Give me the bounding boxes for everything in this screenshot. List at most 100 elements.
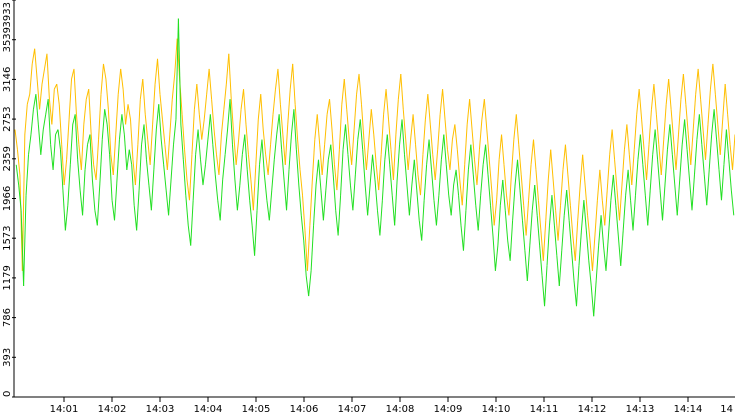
series-0-segment (346, 109, 350, 140)
series-1-segment (362, 149, 366, 186)
series-1-segment (303, 240, 307, 276)
series-0-segment (530, 139, 534, 165)
series-1-segment (293, 109, 297, 150)
series-0-segment (88, 89, 92, 135)
series-1-segment (630, 200, 634, 231)
series-1-segment (598, 215, 602, 246)
series-0-segment (702, 129, 707, 160)
series-0-segment (724, 84, 729, 115)
series-1-segment (568, 220, 573, 251)
series-0-segment (599, 169, 603, 201)
series-0-segment (439, 89, 444, 115)
series-1-segment (428, 139, 433, 170)
series-0-segment (621, 149, 625, 186)
series-1-segment (79, 190, 84, 216)
series-1-segment (298, 184, 302, 216)
series-1-segment (374, 179, 378, 211)
series-1-segment (165, 190, 170, 216)
series-0-segment (633, 114, 638, 150)
series-1-segment (504, 210, 509, 241)
series-1-segment (386, 134, 391, 165)
series-1-segment (96, 184, 101, 226)
series-layer (14, 18, 735, 317)
series-1-segment (52, 134, 57, 170)
series-0-segment (208, 68, 213, 100)
series-0-segment (375, 164, 380, 191)
series-1-segment (118, 114, 123, 140)
series-1-segment (406, 184, 410, 216)
series-1-segment (421, 200, 425, 241)
series-0-segment (673, 139, 677, 170)
series-0-segment (687, 134, 692, 165)
series-1-segment (259, 139, 263, 165)
series-1-segment (583, 200, 587, 231)
series-0-segment (378, 154, 382, 191)
series-0-segment (513, 114, 517, 140)
series-0-segment (550, 149, 554, 181)
series-0-segment (518, 144, 522, 175)
series-1-segment (141, 124, 145, 145)
series-1-segment (234, 179, 238, 211)
series-0-segment (547, 149, 552, 181)
series-1-segment (642, 164, 646, 196)
series-1-segment (627, 169, 632, 201)
series-0-segment (134, 144, 139, 186)
series-0-segment (665, 78, 670, 105)
series-0-segment (292, 63, 296, 105)
series-0-segment (98, 94, 102, 140)
series-0-segment (46, 53, 50, 100)
x-axis-ticks: 14:01 14:02 14:03 14:04 14:05 14:06 14:07 14:08… (50, 397, 733, 415)
series-0-segment (402, 109, 407, 140)
series-0-segment (316, 114, 321, 145)
series-0-segment (692, 94, 697, 130)
series-0-segment (471, 129, 476, 160)
series-1-segment (637, 134, 641, 160)
series-0-segment (432, 154, 436, 181)
y-tick-label: 0 (2, 391, 13, 397)
series-0-segment (660, 139, 665, 175)
series-0-segment (405, 139, 409, 170)
series-1-segment (647, 190, 651, 226)
series-0-segment (324, 114, 328, 145)
series-1-segment (263, 174, 268, 201)
series-1-segment (25, 154, 30, 196)
series-1-segment (435, 195, 440, 226)
series-0-segment (646, 144, 650, 181)
series-0-segment (294, 104, 299, 140)
series-0-segment (591, 235, 596, 271)
series-0-segment (466, 99, 471, 125)
series-1-segment (236, 184, 241, 211)
series-1-segment (160, 139, 165, 165)
series-1-segment (173, 119, 177, 145)
series-0-segment (61, 144, 65, 186)
series-0-segment (390, 149, 394, 181)
series-0-segment (238, 109, 242, 140)
series-0-segment (53, 83, 58, 90)
x-tick-label: 14 (720, 404, 733, 415)
series-0-segment (41, 68, 45, 85)
series-1-segment (462, 210, 467, 251)
series-0-segment (545, 179, 549, 221)
series-1-segment (128, 149, 133, 165)
series-0-segment (297, 139, 301, 170)
series-1-segment (571, 250, 575, 281)
series-0-segment (520, 174, 525, 206)
series-0-segment (572, 235, 576, 261)
series-1-segment (254, 210, 258, 256)
series-0-segment (351, 129, 355, 165)
series-1-segment (231, 144, 236, 181)
series-1-segment (359, 119, 364, 150)
series-0-segment (410, 114, 414, 140)
series-0-segment (302, 195, 306, 231)
series-1-segment (492, 235, 496, 271)
series-1-segment (145, 159, 150, 186)
series-0-segment (631, 149, 635, 186)
series-1-segment (364, 184, 369, 216)
series-0-segment (142, 79, 146, 115)
series-1-segment (219, 179, 224, 221)
series-0-segment (314, 114, 318, 140)
series-1-segment (354, 139, 359, 175)
series-1-segment (396, 144, 401, 181)
series-0-segment (417, 174, 421, 196)
